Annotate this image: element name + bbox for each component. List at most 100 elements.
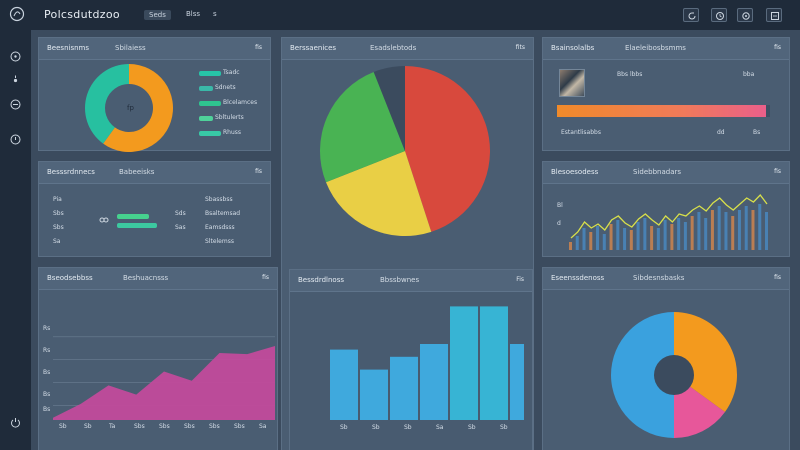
panel-subtitle: Beshuacnsss: [123, 274, 169, 282]
stat-mid-label: Sas: [175, 224, 186, 231]
area-series: [53, 346, 275, 420]
pie-slice[interactable]: [103, 64, 173, 152]
area-y-label: Bs: [43, 369, 51, 376]
spark-bar: [656, 228, 660, 250]
legend-swatch: [199, 131, 221, 136]
stats-panel: Besssrdnnecs Babeeisks fis Pia Sbs Sbs S…: [38, 161, 271, 257]
pie-slice[interactable]: [325, 151, 432, 236]
panel-header: Berssaenices Esadslebtods fits: [282, 38, 533, 60]
clock-icon: [716, 12, 724, 20]
area-y-label: Bs: [43, 391, 51, 398]
bar[interactable]: [330, 349, 358, 420]
pie-slice[interactable]: [373, 66, 405, 151]
progress-footer-right: Bs: [753, 129, 761, 136]
home-icon[interactable]: [10, 51, 21, 62]
pie-slice[interactable]: [611, 312, 674, 438]
bar[interactable]: [510, 344, 524, 420]
panel-header: Bsainsolalbs Elaeleibosbsmms fis: [543, 38, 789, 60]
x-tick-label: Sa: [436, 424, 444, 431]
panel-title: Eseenssdenoss: [551, 274, 605, 282]
globe-icon[interactable]: [10, 75, 21, 86]
pie-slice[interactable]: [674, 312, 737, 413]
legend-label: Blcelamces: [223, 99, 258, 106]
panel-header: Eseenssdenoss Sibdesnsbasks fis: [543, 268, 789, 290]
panel-badge[interactable]: fis: [255, 168, 262, 175]
pie-slice[interactable]: [674, 375, 725, 438]
panel-subtitle: Sidebbnadars: [633, 168, 682, 176]
panel-title: Bessdrdlnoss: [298, 276, 345, 284]
panel-badge[interactable]: fis: [774, 274, 781, 281]
stat-mid-label: Sds: [175, 210, 186, 217]
progress-footer-left: Estantlisabbs: [561, 129, 601, 136]
bar[interactable]: [480, 306, 508, 420]
bar[interactable]: [420, 344, 448, 420]
pie-slice[interactable]: [85, 64, 129, 144]
panel-title: Berssaenices: [290, 44, 337, 52]
stat-label: Sbs: [53, 224, 64, 231]
legend-swatch: [199, 86, 213, 91]
area-panel: Bseodsebbss Beshuacnsss fis Rs Rs Bs Bs …: [38, 267, 278, 450]
thumbnail-image[interactable]: [559, 69, 585, 97]
export-button[interactable]: [766, 8, 782, 22]
panel-header: Bessdrdlnoss Bbssbwnes Fis: [290, 270, 532, 292]
user-icon[interactable]: [10, 99, 21, 110]
pie-hole: [654, 355, 694, 395]
donut-panel: Beesnisnms Sbilaiess fis fp Tsadc Sdnets B…: [38, 37, 271, 152]
settings-button[interactable]: [737, 8, 753, 22]
spark-bar: [677, 218, 681, 250]
alert-icon[interactable]: [10, 134, 21, 145]
bar[interactable]: [360, 369, 388, 420]
power-icon[interactable]: [10, 417, 21, 428]
pie2-panel: Eseenssdenoss Sibdesnsbasks fis: [542, 267, 790, 450]
x-tick-label: Sb: [468, 424, 476, 431]
spark-bar: [737, 210, 741, 250]
panel-subtitle: Sbilaiess: [115, 44, 146, 52]
stat-right-label: Sbassbss: [205, 196, 233, 203]
bar[interactable]: [390, 356, 418, 420]
clock-button[interactable]: [711, 8, 727, 22]
stat-right-label: Bsaltemsad: [205, 210, 241, 217]
refresh-button[interactable]: [683, 8, 699, 22]
panel-badge[interactable]: fis: [262, 274, 269, 281]
nav-tab-1[interactable]: Seds: [144, 10, 171, 20]
sidebar: [0, 30, 31, 450]
nav-tab-3[interactable]: s: [213, 10, 217, 18]
stat-bar: [117, 214, 149, 219]
panel-header: Besssrdnnecs Babeeisks fis: [39, 162, 270, 184]
x-tick-label: Sb: [404, 424, 412, 431]
area-chart: [53, 336, 275, 420]
pie-slice[interactable]: [320, 71, 405, 183]
spark-bar: [629, 230, 633, 250]
progress-fill: [557, 105, 766, 117]
panel-header: Bseodsebbss Beshuacnsss fis: [39, 268, 277, 290]
panel-badge[interactable]: fis: [255, 44, 262, 51]
panel-badge[interactable]: fits: [515, 44, 525, 51]
panel-title: Beesnisnms: [47, 44, 89, 52]
nav-tab-2[interactable]: Blss: [186, 10, 201, 18]
progress-footer-mid: dd: [717, 129, 725, 136]
spark-bar: [569, 242, 572, 250]
panel-badge[interactable]: fis: [774, 168, 781, 175]
spark-bar: [663, 220, 667, 250]
panel-subtitle: Elaeleibosbsmms: [625, 44, 686, 52]
pie-slice[interactable]: [405, 66, 490, 232]
panel-badge[interactable]: fis: [774, 44, 781, 51]
spark-y-label: Bl: [557, 202, 563, 209]
x-tick-label: Sbs: [159, 423, 170, 430]
spark-bar: [751, 210, 755, 250]
spark-bar: [609, 224, 613, 250]
stat-label: Sa: [53, 238, 61, 245]
spark-bar: [643, 218, 647, 250]
x-tick-label: Sbs: [234, 423, 245, 430]
x-tick-label: Ta: [109, 423, 116, 430]
bar[interactable]: [450, 306, 478, 420]
top-bar: Polcsdutdzoo Seds Blss s: [0, 0, 800, 30]
area-y-label: Bs: [43, 406, 51, 413]
spark-bar: [731, 216, 735, 250]
x-tick-label: Sb: [340, 424, 348, 431]
stat-label: Pia: [53, 196, 62, 203]
panel-badge[interactable]: Fis: [516, 276, 524, 283]
stat-label: Sbs: [53, 210, 64, 217]
legend-swatch: [199, 101, 221, 106]
spark-bar: [616, 220, 620, 250]
